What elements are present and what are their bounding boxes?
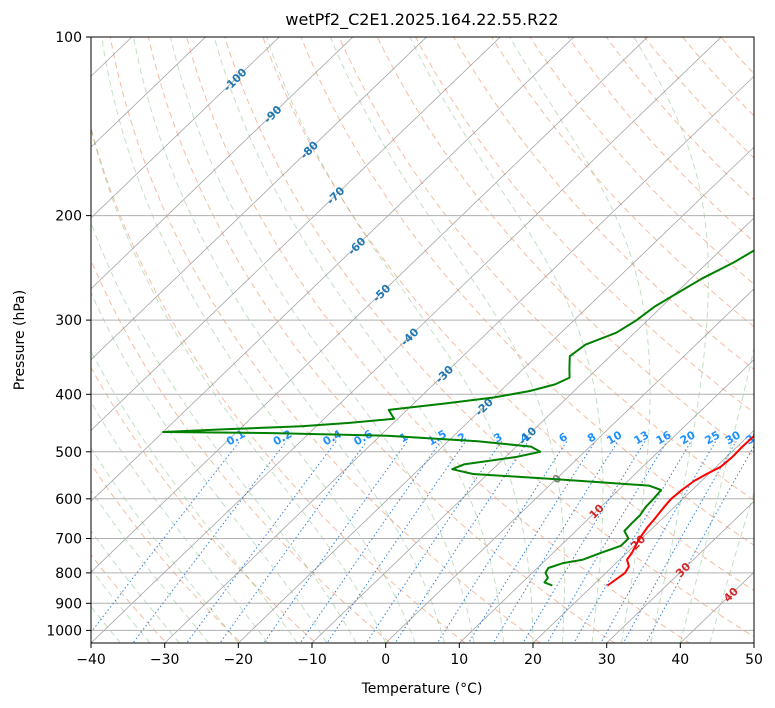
isotherm xyxy=(0,10,13,655)
mixing-ratio-line xyxy=(522,441,646,643)
moist-adiabat xyxy=(709,490,754,643)
moist-adiabat xyxy=(409,37,604,643)
mixing-ratio-line xyxy=(299,441,442,643)
y-tick-label: 1000 xyxy=(46,623,82,639)
isotherm xyxy=(91,37,501,432)
dry-adiabat xyxy=(338,37,754,502)
y-tick-label: 800 xyxy=(55,566,82,582)
y-tick-label: 900 xyxy=(55,596,82,612)
mixing-ratio-line xyxy=(622,441,737,643)
x-tick-label: 40 xyxy=(671,652,689,668)
dry-adiabat xyxy=(567,37,754,243)
moist-adiabat xyxy=(133,37,446,643)
moist-adiabat xyxy=(330,37,566,643)
mixing-ratio-line xyxy=(600,441,717,643)
y-axis-label: Pressure (hPa) xyxy=(12,290,28,390)
mixing-ratio-line xyxy=(573,441,692,643)
mixing-ratio-line xyxy=(326,441,467,643)
isotherm xyxy=(91,37,575,502)
moist-adiabat xyxy=(633,37,709,643)
moist-adiabat xyxy=(91,401,269,643)
y-tick-label: 300 xyxy=(55,313,82,329)
x-tick-label: 0 xyxy=(381,652,390,668)
dry-adiabat xyxy=(300,37,754,546)
plot-frame xyxy=(90,36,755,644)
x-tick-label: −10 xyxy=(297,652,327,668)
x-tick-label: 30 xyxy=(598,652,616,668)
chart-title: wetPf2_C2E1.2025.164.22.55.R22 xyxy=(285,10,558,30)
isotherm xyxy=(164,75,754,643)
moist-adiabat xyxy=(91,349,298,643)
mixing-ratio-line xyxy=(546,441,668,643)
isotherm xyxy=(237,146,754,643)
sounding-profiles xyxy=(162,249,754,587)
moist-adiabat xyxy=(91,291,328,643)
mixing-ratio-line xyxy=(365,441,503,643)
x-tick-label: 20 xyxy=(524,652,542,668)
isotherm xyxy=(91,37,354,290)
x-tick-label: 10 xyxy=(450,652,468,668)
dry-adiabat xyxy=(109,37,541,643)
moist-adiabat xyxy=(91,221,357,643)
x-tick-label: 50 xyxy=(745,652,763,668)
moist-adiabat xyxy=(91,447,239,643)
y-tick-label: 400 xyxy=(55,387,82,403)
moist-adiabat xyxy=(91,529,180,643)
dry-adiabat xyxy=(491,37,754,328)
moist-adiabat xyxy=(91,126,387,643)
moist-adiabat xyxy=(266,37,534,643)
dry-adiabat xyxy=(262,37,754,592)
axis-ticks: −40 −30 −20 −10 0 10 20 30 40 50 100 200 300 400 500 60… xyxy=(46,30,763,668)
x-axis-label: Temperature (°C) xyxy=(361,681,483,697)
isotherm xyxy=(532,429,754,643)
isotherm xyxy=(311,217,754,643)
dry-adiabat xyxy=(91,366,317,643)
moist-adiabat xyxy=(170,37,475,643)
dry-adiabat xyxy=(186,37,691,643)
moist-adiabat xyxy=(91,489,210,643)
y-tick-label: 600 xyxy=(55,492,82,508)
moist-adiabat xyxy=(101,37,416,643)
mixing-ratio-line xyxy=(91,440,241,634)
isotherm xyxy=(91,37,207,148)
mixing-ratio-label: 36 xyxy=(744,428,764,447)
dry-adiabat xyxy=(376,37,754,457)
isotherm xyxy=(385,288,754,643)
isotherm xyxy=(91,37,280,219)
y-tick-label: 700 xyxy=(55,532,82,548)
dry-adiabat xyxy=(147,37,616,643)
dry-adiabat xyxy=(529,37,754,285)
dry-adiabat xyxy=(224,37,754,638)
x-tick-label: −40 xyxy=(76,652,106,668)
dry-adiabat xyxy=(91,126,466,643)
isotherm xyxy=(458,359,754,643)
isotherm xyxy=(606,500,754,643)
moist-adiabat xyxy=(213,37,504,643)
x-tick-label: −20 xyxy=(224,652,254,668)
moist-adiabat xyxy=(509,37,651,643)
x-tick-label: −30 xyxy=(150,652,180,668)
isotherm xyxy=(91,37,722,643)
isotherm xyxy=(91,37,428,361)
mixing-ratio-line xyxy=(186,441,337,643)
plot-area xyxy=(91,37,754,643)
mixing-ratio-line xyxy=(132,440,287,643)
dewpoint-profile xyxy=(162,249,754,587)
isotherm xyxy=(91,37,649,573)
mixing-ratio-line xyxy=(645,445,754,643)
y-tick-label: 500 xyxy=(55,445,82,461)
dry-adiabat xyxy=(414,37,754,414)
y-tick-label: 200 xyxy=(55,209,82,225)
y-tick-label: 100 xyxy=(55,30,82,46)
moist-adiabat xyxy=(679,346,754,643)
mixing-ratio-line xyxy=(492,441,619,643)
temperature-profile xyxy=(606,434,754,587)
